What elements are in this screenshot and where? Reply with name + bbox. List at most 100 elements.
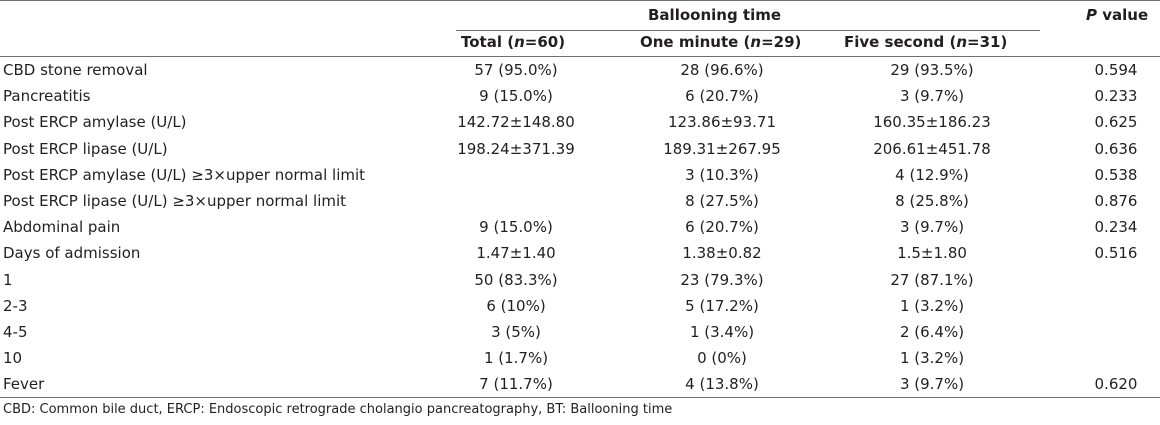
total-header-n: n: [514, 33, 525, 51]
table-row: Post ERCP lipase (U/L) 198.24±371.39 189.3…: [0, 136, 1160, 162]
row-label: 1: [3, 270, 13, 289]
p-value-italic: P: [1086, 6, 1097, 24]
cell-p-value: [1080, 267, 1152, 293]
row-label: 4-5: [3, 323, 28, 341]
ballooning-time-header: Ballooning time: [648, 6, 782, 24]
cell-one-minute: 1.38±0.82: [682, 244, 762, 263]
cell-five-second: 1.5±1.80: [897, 244, 967, 263]
five-second-header-prefix: Five second (: [844, 33, 957, 51]
table-row: Pancreatitis 9 (15.0%) 6 (20.7%) 3 (9.7%) 0.…: [0, 83, 1160, 109]
row-label: 10: [3, 349, 23, 368]
cell-one-minute: 28 (96.6%): [680, 61, 764, 79]
total-column-header: Total (n=60): [461, 33, 565, 51]
table-footnote: CBD: Common bile duct, ERCP: Endoscopic …: [3, 402, 673, 417]
table-bottom-rule: [0, 397, 1160, 398]
cell-total: 1 (1.7%): [483, 349, 549, 368]
cell-p-value: 0.636: [1094, 139, 1138, 158]
row-label: CBD stone removal: [3, 61, 148, 79]
cell-one-minute: 4 (13.8%): [685, 375, 759, 394]
table-row: Post ERCP amylase (U/L) ≥3×upper normal …: [0, 162, 1160, 188]
cell-five-second: 1 (3.2%): [899, 296, 965, 315]
cell-one-minute: 8 (27.5%): [685, 192, 759, 210]
cell-p-value: 0.620: [1094, 375, 1138, 394]
table-top-rule: [0, 0, 1160, 1]
cell-one-minute: 189.31±267.95: [663, 139, 781, 158]
table-row: Post ERCP lipase (U/L) ≥3×upper normal l…: [0, 188, 1160, 214]
table-row: Post ERCP amylase (U/L) 142.72±148.80 123.…: [0, 109, 1160, 135]
row-label: Days of admission: [3, 244, 141, 263]
cell-five-second: 27 (87.1%): [890, 270, 974, 289]
cell-p-value: 0.594: [1094, 61, 1138, 79]
cell-one-minute: 1 (3.4%): [689, 323, 755, 341]
cell-total: [456, 162, 576, 188]
five-second-header-suffix: =31): [967, 33, 1008, 51]
cell-total: 1.47±1.40: [476, 244, 556, 263]
table-row: 2-3 6 (10%) 5 (17.2%) 1 (3.2%): [0, 293, 1160, 319]
cell-five-second: 160.35±186.23: [873, 113, 991, 132]
cell-total: 6 (10%): [486, 296, 546, 315]
five-second-header-n: n: [956, 33, 968, 51]
cell-five-second: 3 (9.7%): [899, 218, 965, 237]
cell-five-second: 1 (3.2%): [899, 349, 965, 368]
five-second-column-header: Five second (n=31): [844, 33, 1007, 51]
row-label: Abdominal pain: [3, 218, 121, 237]
p-value-rest: value: [1097, 6, 1149, 24]
row-label: Fever: [3, 375, 45, 394]
row-label: Post ERCP amylase (U/L) ≥3×upper normal …: [3, 165, 366, 184]
row-label: Pancreatitis: [3, 87, 91, 106]
cell-p-value: [1080, 345, 1152, 371]
table-row: 1 50 (83.3%) 23 (79.3%) 27 (87.1%): [0, 267, 1160, 293]
table-row: 10 1 (1.7%) 0 (0%) 1 (3.2%): [0, 345, 1160, 371]
cell-five-second: 29 (93.5%): [890, 61, 974, 79]
cell-five-second: 206.61±451.78: [873, 139, 991, 158]
cell-one-minute: 3 (10.3%): [685, 165, 759, 184]
cell-total: 57 (95.0%): [474, 61, 558, 79]
cell-p-value: [1080, 293, 1152, 319]
table-row: Days of admission 1.47±1.40 1.38±0.82 1.5±1…: [0, 240, 1160, 266]
ballooning-time-rule: [456, 30, 1040, 31]
header-bottom-rule: [0, 56, 1160, 57]
cell-one-minute: 6 (20.7%): [685, 218, 759, 237]
cell-p-value: 0.234: [1094, 218, 1138, 237]
one-minute-header-suffix: =29): [761, 33, 802, 51]
cell-total: 198.24±371.39: [457, 139, 575, 158]
cell-total: 3 (5%): [491, 323, 541, 341]
table-row: CBD stone removal 57 (95.0%) 28 (96.6%) 29 …: [0, 57, 1160, 83]
cell-total: [456, 188, 576, 214]
cell-p-value: 0.625: [1094, 113, 1138, 132]
cell-five-second: 8 (25.8%): [895, 192, 969, 210]
one-minute-column-header: One minute (n=29): [640, 33, 801, 51]
cell-p-value: 0.876: [1094, 192, 1138, 210]
cell-total: 9 (15.0%): [479, 218, 553, 237]
cell-total: 50 (83.3%): [474, 270, 558, 289]
row-label: Post ERCP amylase (U/L): [3, 113, 187, 132]
one-minute-header-n: n: [750, 33, 762, 51]
row-label: Post ERCP lipase (U/L) ≥3×upper normal l…: [3, 192, 347, 210]
table-row: 4-5 3 (5%) 1 (3.4%) 2 (6.4%): [0, 319, 1160, 345]
cell-one-minute: 6 (20.7%): [685, 87, 759, 106]
cell-one-minute: 23 (79.3%): [680, 270, 764, 289]
cell-p-value: [1080, 319, 1152, 345]
cell-total: 9 (15.0%): [479, 87, 553, 106]
table-row: Fever 7 (11.7%) 4 (13.8%) 3 (9.7%) 0.620: [0, 371, 1160, 397]
cell-five-second: 2 (6.4%): [899, 323, 965, 341]
cell-five-second: 4 (12.9%): [895, 165, 969, 184]
cell-one-minute: 5 (17.2%): [685, 296, 759, 315]
one-minute-header-prefix: One minute (: [640, 33, 751, 51]
cell-five-second: 3 (9.7%): [899, 87, 965, 106]
total-header-suffix: =60): [524, 33, 566, 51]
total-header-prefix: Total (: [461, 33, 515, 51]
cell-p-value: 0.538: [1094, 165, 1138, 184]
cell-one-minute: 123.86±93.71: [668, 113, 776, 132]
row-label: 2-3: [3, 296, 28, 315]
cell-p-value: 0.516: [1094, 244, 1138, 263]
cell-total: 7 (11.7%): [479, 375, 553, 394]
cell-total: 142.72±148.80: [457, 113, 575, 132]
row-label: Post ERCP lipase (U/L): [3, 139, 168, 158]
p-value-header: P value: [1086, 6, 1148, 24]
cell-one-minute: 0 (0%): [697, 349, 747, 368]
cell-p-value: 0.233: [1094, 87, 1138, 106]
cell-five-second: 3 (9.7%): [899, 375, 965, 394]
table-row: Abdominal pain 9 (15.0%) 6 (20.7%) 3 (9.7%)…: [0, 214, 1160, 240]
